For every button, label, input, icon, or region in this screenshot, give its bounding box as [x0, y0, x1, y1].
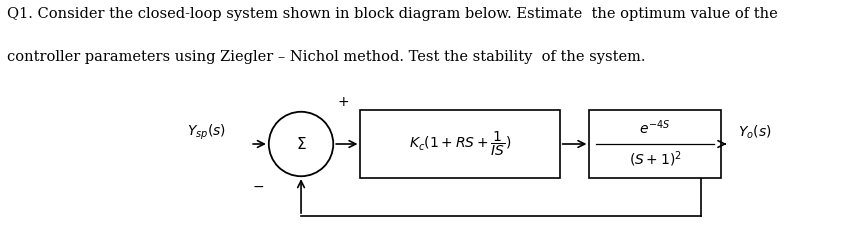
Text: $-$: $-$ — [252, 179, 264, 193]
Text: controller parameters using Ziegler – Nichol method. Test the stability  of the : controller parameters using Ziegler – Ni… — [7, 50, 645, 64]
FancyBboxPatch shape — [360, 110, 560, 178]
Text: $(S + 1)^2$: $(S + 1)^2$ — [628, 150, 682, 169]
Text: +: + — [338, 95, 349, 109]
Text: $Y_{sp}(s)$: $Y_{sp}(s)$ — [187, 122, 226, 142]
Text: Q1. Consider the closed-loop system shown in block diagram below. Estimate  the : Q1. Consider the closed-loop system show… — [7, 7, 778, 21]
Text: $e^{-4S}$: $e^{-4S}$ — [639, 119, 671, 137]
Text: $\Sigma$: $\Sigma$ — [296, 136, 306, 152]
FancyBboxPatch shape — [589, 110, 721, 178]
Text: $Y_o(s)$: $Y_o(s)$ — [738, 123, 772, 141]
Text: $K_c(1 + RS + \dfrac{1}{IS})$: $K_c(1 + RS + \dfrac{1}{IS})$ — [409, 130, 511, 158]
